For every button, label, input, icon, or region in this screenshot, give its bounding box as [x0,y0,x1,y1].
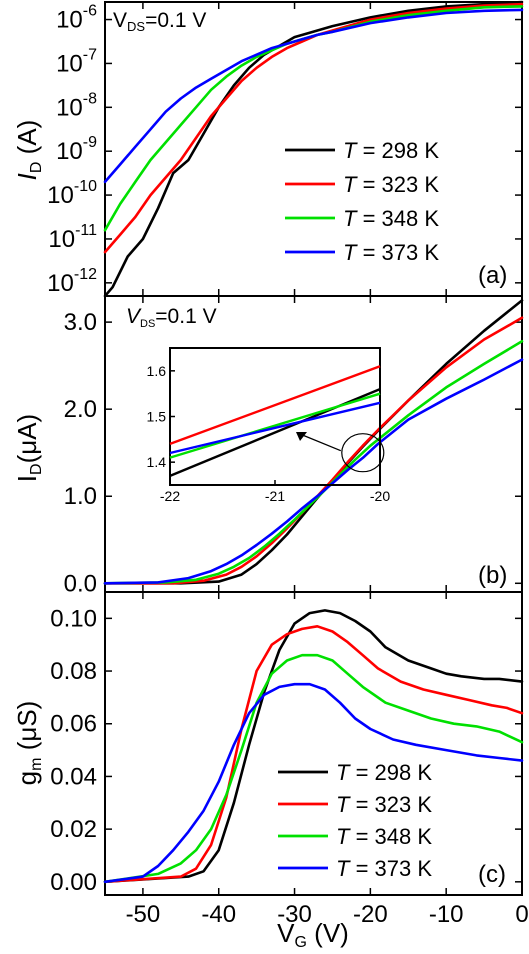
panel-c-ytick-label-5: 0.10 [50,605,97,632]
panel-c: 0.000.020.040.060.080.10-50 -40 -30 -20 -10 0… [12,591,529,951]
inset-ticks: 1.4 1.5 1.6 -22 -21 -20 [147,363,391,504]
panel-c-xtick-label-3: -20 [353,901,388,928]
panel-b-ticks: 0.0 1.0 2.0 3.0 [64,296,523,597]
panel-c-series [103,609,524,884]
panel-c-ylabel: gm (μS) [12,701,45,786]
inset-ytick-label-0: 1.4 [147,454,167,470]
panel-a-ytick-label-2: 10-8 [56,90,97,121]
panel-b-ytick-label-3: 3.0 [64,309,97,336]
panel-c-label: (c) [478,861,506,888]
panel-c-ytick-label-4: 0.08 [50,658,97,685]
panel-a-series-0 [103,0,524,298]
panel-a-annotation: VDS=0.1 V [113,9,206,34]
panel-b-frame [104,295,523,593]
panel-a-label: (a) [478,262,507,289]
panel-c-series-3 [103,682,524,884]
panel-c-legend-entry-1: T = 323 K [336,792,432,817]
panel-a-legend-entry-2: T = 348 K [343,206,439,231]
panel-b-series [103,299,524,585]
panel-b-series-3 [103,358,524,585]
panel-b-ytick-label-2: 2.0 [64,396,97,423]
panel-a-ytick-label-1: 10-7 [56,46,97,77]
panel-c-xtick-label-4: -10 [429,901,464,928]
inset-series [169,365,381,478]
inset-xtick-label-1: -21 [265,488,285,504]
zoom-ellipse [341,433,385,473]
inset-series-1 [169,365,381,446]
panel-a: 10-6 10-7 10-8 10-9 10-10 10-11 10-12 VDS=0.1 … [12,0,524,298]
panel-c-xtick-label-1: -40 [201,901,236,928]
panel-a-legend-entry-1: T = 323 K [343,172,439,197]
inset-xtick-label-0: -22 [160,488,180,504]
panel-c-legend: T = 298 K T = 323 K T = 348 K T = 373 K [278,760,432,881]
panel-a-series [103,0,524,298]
panel-a-series-1 [103,2,524,254]
panel-a-legend-entry-3: T = 373 K [343,240,439,265]
panel-b: 0.0 1.0 2.0 3.0 VDS=0.1 V ID(μA) 1.4 1.5 1.6 -… [12,295,524,597]
panel-c-xtick-label-2: -30 [277,901,312,928]
panel-b-ytick-label-1: 1.0 [64,483,97,510]
panel-c-series-2 [103,653,524,884]
panel-c-ytick-label-3: 0.06 [50,711,97,738]
panel-a-ytick-label-4: 10-10 [47,178,97,209]
panel-a-ytick-label-5: 10-11 [48,222,97,253]
panel-c-series-1 [103,624,524,884]
panel-c-ytick-label-2: 0.04 [50,763,97,790]
panel-a-series-2 [103,5,524,232]
inset-xtick-label-2: -20 [370,488,390,504]
panel-a-ytick-label-0: 10-6 [56,3,97,34]
panel-c-series-0 [103,609,524,884]
inset-series-3 [169,401,381,455]
panel-c-legend-entry-2: T = 348 K [336,824,432,849]
panel-c-ytick-label-1: 0.02 [50,816,97,843]
zoom-arrow [299,433,342,452]
panel-c-frame [104,591,523,896]
panel-c-legend-entry-3: T = 373 K [336,856,432,881]
panel-b-ytick-label-0: 0.0 [64,570,97,597]
panel-b-ylabel: ID(μA) [12,414,45,482]
panel-b-series-2 [103,339,524,585]
panel-a-series-3 [103,8,524,184]
panel-b-annotation: VDS=0.1 V [126,305,217,330]
panel-b-series-1 [103,316,524,585]
panel-b-series-0 [103,299,524,585]
zoom-arrowhead [296,432,307,441]
panel-a-legend: T = 298 K T = 323 K T = 348 K T = 373 K [285,138,439,265]
inset-ytick-label-1: 1.5 [147,409,167,425]
panel-c-ytick-label-0: 0.00 [50,869,97,896]
inset-ytick-label-2: 1.6 [147,363,167,379]
panel-c-xtick-label-5: 0 [515,901,528,928]
panel-c-legend-entry-0: T = 298 K [336,760,432,785]
panel-c-xtick-label-0: -50 [126,901,161,928]
panel-c-xlabel: VG (V) [277,918,349,951]
panel-a-ticks: 10-6 10-7 10-8 10-9 10-10 10-11 10-12 [47,2,523,297]
panel-c-ticks: 0.00 0.02 0.04 0.06 0.08 0.10 -50 -40 -30 -20 -10 0 [50,592,529,928]
panel-b-label: (b) [478,562,507,589]
panel-a-legend-entry-0: T = 298 K [343,138,439,163]
panel-a-ylabel: ID (A) [12,120,45,181]
inset-plot: 1.4 1.5 1.6 -22 -21 -20 [147,347,391,504]
inset-series-2 [169,392,381,459]
panel-a-ytick-label-6: 10-12 [47,266,97,297]
panel-a-ytick-label-3: 10-9 [56,134,97,165]
